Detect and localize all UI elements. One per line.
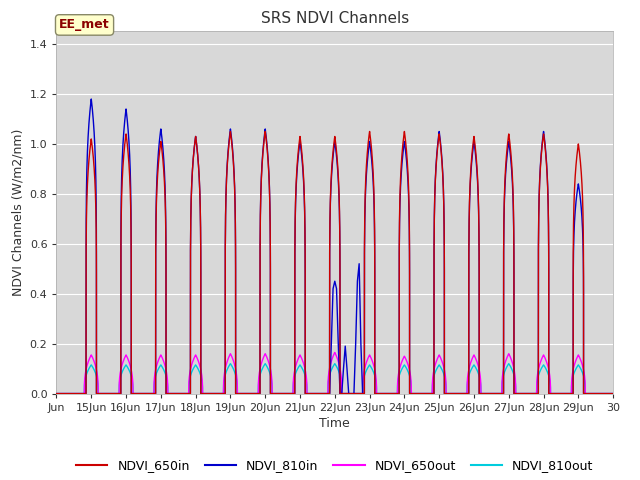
X-axis label: Time: Time xyxy=(319,417,350,430)
Legend: NDVI_650in, NDVI_810in, NDVI_650out, NDVI_810out: NDVI_650in, NDVI_810in, NDVI_650out, NDV… xyxy=(71,454,598,477)
Title: SRS NDVI Channels: SRS NDVI Channels xyxy=(260,11,409,26)
Text: EE_met: EE_met xyxy=(60,18,110,32)
Y-axis label: NDVI Channels (W/m2/nm): NDVI Channels (W/m2/nm) xyxy=(11,129,24,296)
